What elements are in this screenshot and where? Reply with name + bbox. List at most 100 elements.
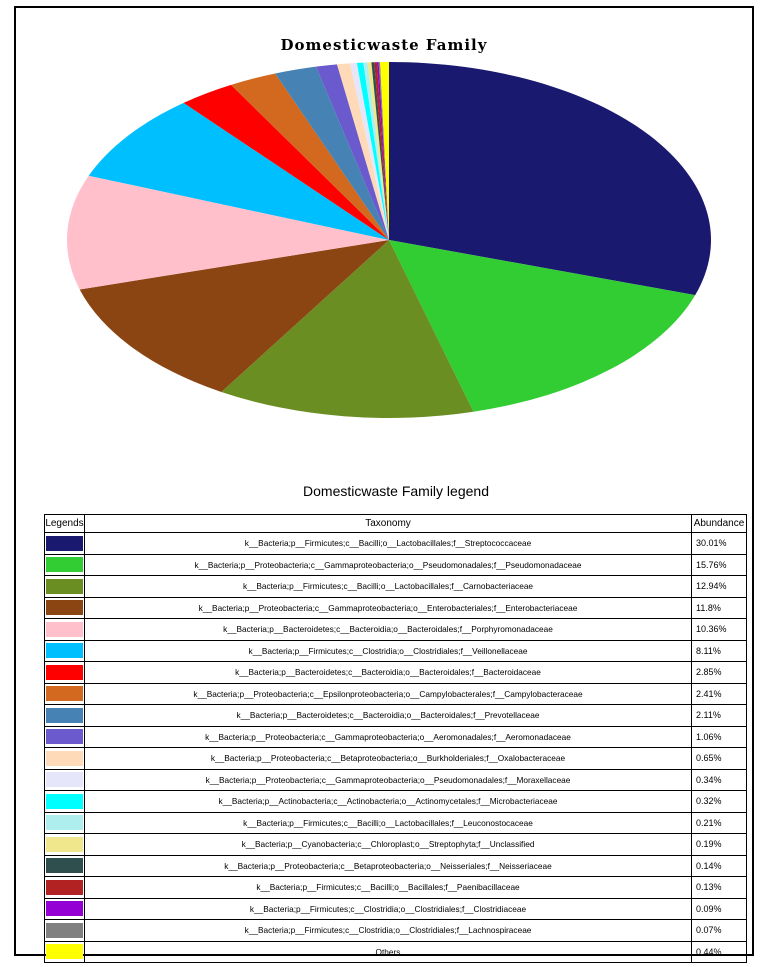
legend-row: k__Bacteria;p__Proteobacteria;c__Gammapr… <box>44 553 747 576</box>
legend-row: k__Bacteria;p__Firmicutes;c__Bacilli;o__… <box>44 811 747 834</box>
legend-swatch <box>46 535 83 551</box>
legend-row: k__Bacteria;p__Firmicutes;c__Clostridia;… <box>44 897 747 920</box>
legend-row: Others 0.44% <box>44 940 747 963</box>
legend-table: Legends Taxonomy Abundance k__Bacteria;p… <box>44 514 747 963</box>
pie-slice-2 <box>389 240 696 412</box>
legend-swatch-cell <box>44 575 85 598</box>
legend-abundance: 0.21% <box>691 811 747 834</box>
pie-slice-9 <box>275 66 389 240</box>
legend-header-taxonomy: Taxonomy <box>84 514 692 533</box>
legend-abundance: 30.01% <box>691 532 747 555</box>
legend-abundance: 0.65% <box>691 747 747 770</box>
chart-title: Domesticwaste Family <box>280 36 488 54</box>
legend-row: k__Bacteria;p__Firmicutes;c__Clostridia;… <box>44 639 747 662</box>
legend-abundance: 0.32% <box>691 790 747 813</box>
legend-taxonomy: k__Bacteria;p__Proteobacteria;c__Gammapr… <box>84 553 692 576</box>
legend-swatch-cell <box>44 553 85 576</box>
legend-row: k__Bacteria;p__Bacteroidetes;c__Bacteroi… <box>44 661 747 684</box>
pie-slice-20 <box>380 62 389 240</box>
legend-taxonomy: k__Bacteria;p__Proteobacteria;c__Betapro… <box>84 747 692 770</box>
legend-taxonomy: k__Bacteria;p__Cyanobacteria;c__Chloropl… <box>84 833 692 856</box>
legend-swatch-cell <box>44 768 85 791</box>
legend-row: k__Bacteria;p__Proteobacteria;c__Gammapr… <box>44 596 747 619</box>
legend-swatch-cell <box>44 639 85 662</box>
legend-taxonomy: k__Bacteria;p__Firmicutes;c__Bacilli;o__… <box>84 575 692 598</box>
legend-taxonomy: k__Bacteria;p__Bacteroidetes;c__Bacteroi… <box>84 618 692 641</box>
legend-abundance: 0.19% <box>691 833 747 856</box>
legend-row: k__Bacteria;p__Proteobacteria;c__Epsilon… <box>44 682 747 705</box>
legend-taxonomy: k__Bacteria;p__Firmicutes;c__Bacilli;o__… <box>84 811 692 834</box>
legend-swatch-cell <box>44 811 85 834</box>
legend-abundance: 12.94% <box>691 575 747 598</box>
legend-swatch-cell <box>44 704 85 727</box>
legend-taxonomy: k__Bacteria;p__Bacteroidetes;c__Bacteroi… <box>84 661 692 684</box>
legend-row: k__Bacteria;p__Proteobacteria;c__Betapro… <box>44 854 747 877</box>
legend-taxonomy: k__Bacteria;p__Firmicutes;c__Clostridia;… <box>84 897 692 920</box>
legend-swatch <box>46 557 83 573</box>
pie-chart <box>66 62 711 418</box>
legend-abundance: 0.34% <box>691 768 747 791</box>
legend-row: k__Bacteria;p__Firmicutes;c__Bacilli;o__… <box>44 532 747 555</box>
legend-abundance: 0.07% <box>691 919 747 942</box>
pie-slice-7 <box>183 84 389 240</box>
legend-abundance: 0.14% <box>691 854 747 877</box>
pie-slice-19 <box>378 62 389 240</box>
legend-header-abundance: Abundance <box>691 514 747 533</box>
legend-abundance: 0.44% <box>691 940 747 963</box>
pie-slice-6 <box>88 102 390 241</box>
pie-slice-17 <box>374 62 389 240</box>
legend-abundance: 0.13% <box>691 876 747 899</box>
pie-slice-12 <box>350 62 389 240</box>
legend-swatch <box>46 643 83 659</box>
legend-swatch <box>46 621 83 637</box>
legend-taxonomy: k__Bacteria;p__Actinobacteria;c__Actinob… <box>84 790 692 813</box>
legend-taxonomy: k__Bacteria;p__Proteobacteria;c__Gammapr… <box>84 768 692 791</box>
legend-row: k__Bacteria;p__Proteobacteria;c__Gammapr… <box>44 768 747 791</box>
pie-slice-8 <box>231 73 389 241</box>
legend-taxonomy: k__Bacteria;p__Proteobacteria;c__Gammapr… <box>84 725 692 748</box>
legend-swatch-cell <box>44 725 85 748</box>
legend-swatch <box>46 901 83 917</box>
legend-taxonomy: k__Bacteria;p__Proteobacteria;c__Betapro… <box>84 854 692 877</box>
legend-swatch <box>46 686 83 702</box>
legend-abundance: 11.8% <box>691 596 747 619</box>
legend-swatch <box>46 600 83 616</box>
pie-slice-18 <box>376 62 389 241</box>
legend-row: k__Bacteria;p__Firmicutes;c__Clostridia;… <box>44 919 747 942</box>
legend-swatch <box>46 944 83 960</box>
legend-taxonomy: k__Bacteria;p__Firmicutes;c__Bacilli;o__… <box>84 532 692 555</box>
legend-abundance: 2.11% <box>691 704 747 727</box>
legend-swatch <box>46 879 83 895</box>
legend-swatch-cell <box>44 833 85 856</box>
legend-swatch <box>46 858 83 874</box>
pie-slice-16 <box>371 62 389 240</box>
legend-row: k__Bacteria;p__Firmicutes;c__Bacilli;o__… <box>44 575 747 598</box>
pie-slice-1 <box>389 62 711 296</box>
pie-slice-13 <box>356 62 389 240</box>
legend-taxonomy: k__Bacteria;p__Firmicutes;c__Bacilli;o__… <box>84 876 692 899</box>
legend-swatch-cell <box>44 618 85 641</box>
legend-swatch <box>46 578 83 594</box>
legend-taxonomy: k__Bacteria;p__Proteobacteria;c__Gammapr… <box>84 596 692 619</box>
legend-swatch <box>46 729 83 745</box>
legend-swatch-cell <box>44 854 85 877</box>
legend-swatch-cell <box>44 790 85 813</box>
legend-row: k__Bacteria;p__Firmicutes;c__Bacilli;o__… <box>44 876 747 899</box>
legend-swatch <box>46 836 83 852</box>
pie-slice-3 <box>221 240 474 418</box>
legend-abundance: 15.76% <box>691 553 747 576</box>
legend-swatch <box>46 707 83 723</box>
legend-swatch-cell <box>44 682 85 705</box>
legend-abundance: 0.09% <box>691 897 747 920</box>
legend-swatch <box>46 750 83 766</box>
pie-slice-4 <box>79 240 389 392</box>
legend-swatch-cell <box>44 661 85 684</box>
legend-swatch <box>46 815 83 831</box>
legend-row: k__Bacteria;p__Proteobacteria;c__Betapro… <box>44 747 747 770</box>
legend-swatch-cell <box>44 940 85 963</box>
legend-taxonomy: k__Bacteria;p__Firmicutes;c__Clostridia;… <box>84 919 692 942</box>
legend-swatch-cell <box>44 919 85 942</box>
legend-row: k__Bacteria;p__Cyanobacteria;c__Chloropl… <box>44 833 747 856</box>
legend-taxonomy: k__Bacteria;p__Proteobacteria;c__Epsilon… <box>84 682 692 705</box>
legend-abundance: 8.11% <box>691 639 747 662</box>
